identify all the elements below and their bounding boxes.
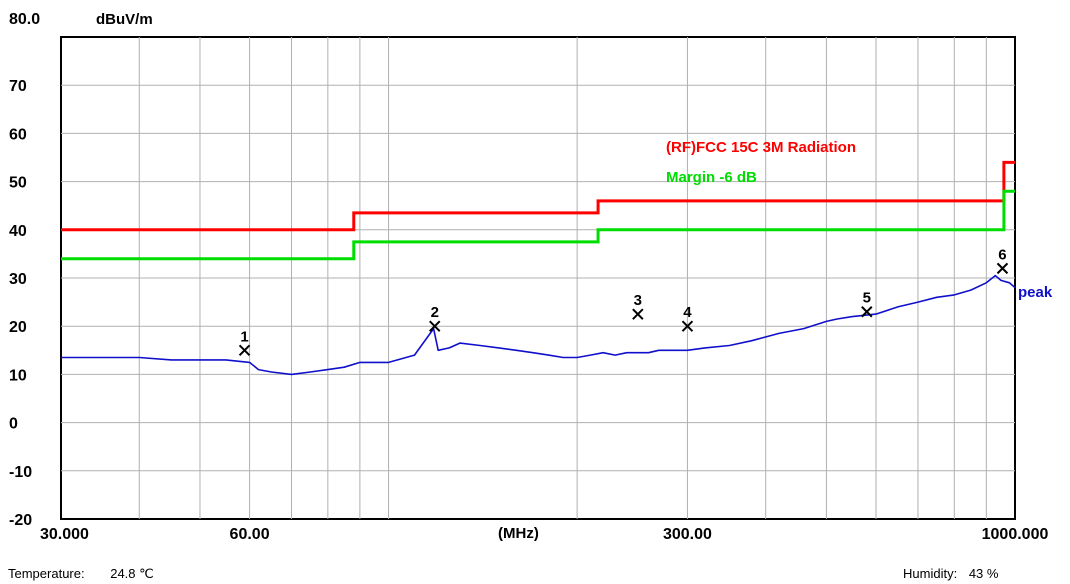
y-tick-label: 50 xyxy=(9,175,27,192)
legend-peak-label: peak xyxy=(1018,284,1053,301)
marker-label: 4 xyxy=(683,304,692,321)
y-top-label: 80.0 xyxy=(9,11,40,28)
marker-cross xyxy=(681,320,694,332)
x-tick-label: 60.00 xyxy=(230,526,270,543)
marker-label: 5 xyxy=(863,290,871,307)
margin-line xyxy=(61,189,1015,261)
marker-label: 6 xyxy=(998,246,1006,263)
y-tick-label: 20 xyxy=(9,319,27,336)
legend-limit-label: (RF)FCC 15C 3M Radiation xyxy=(666,139,856,156)
y-tick-label: 0 xyxy=(9,416,18,433)
y-tick-label: 10 xyxy=(9,367,27,384)
marker-cross xyxy=(238,344,251,357)
marker-label: 2 xyxy=(431,304,439,321)
x-tick-label: 300.00 xyxy=(663,526,712,543)
y-unit-label: dBuV/m xyxy=(96,11,153,28)
y-tick-label: 60 xyxy=(9,126,27,143)
axis-ticks: -20 -10 0 10 20 30 40 50 60 70 30.000 60.00 300.00 10… xyxy=(9,78,1048,543)
y-tick-label: 70 xyxy=(9,78,27,95)
y-tick-label: -10 xyxy=(9,464,32,481)
marker-group: 1 2 3 4 5 6 xyxy=(238,246,1009,357)
x-tick-label: 1000.000 xyxy=(982,526,1049,543)
emission-chart: 1 2 3 4 5 6 -20 -10 0 10 20 30 40 50 60 70 30.000 60.00 3… xyxy=(9,11,1053,543)
marker-label: 3 xyxy=(634,292,642,309)
peak-trace xyxy=(61,274,1016,376)
humidity-readout: Humidity: 43 % xyxy=(903,566,998,581)
legend-margin-label: Margin -6 dB xyxy=(666,169,757,186)
x-tick-label: 30.000 xyxy=(40,526,89,543)
temperature-value: 24.8 ℃ xyxy=(110,566,154,581)
marker-cross xyxy=(429,320,441,332)
trace-group xyxy=(61,274,1016,376)
y-tick-label: 30 xyxy=(9,271,27,288)
y-tick-label: -20 xyxy=(9,512,32,529)
marker-cross xyxy=(996,262,1009,275)
temperature-readout: Temperature: 24.8 ℃ xyxy=(8,566,154,582)
limit-line xyxy=(61,160,1015,232)
limit-lines xyxy=(61,160,1015,261)
x-unit-label: (MHz) xyxy=(498,525,539,542)
temperature-label: Temperature: xyxy=(8,566,85,581)
humidity-value: 43 % xyxy=(968,566,999,581)
marker-cross xyxy=(632,308,644,320)
humidity-label: Humidity: xyxy=(903,566,958,581)
marker-cross xyxy=(861,306,873,318)
marker-label: 1 xyxy=(240,328,248,345)
y-tick-label: 40 xyxy=(9,223,27,240)
